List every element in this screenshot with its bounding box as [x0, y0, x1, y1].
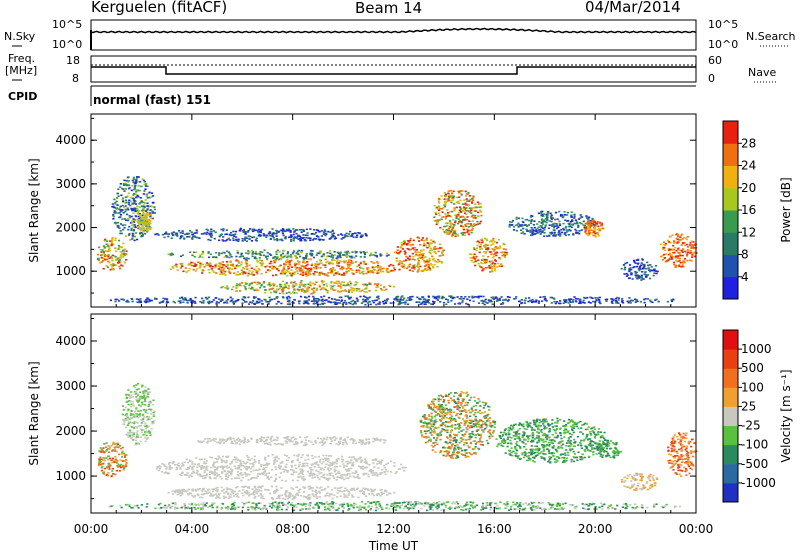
- velocity-colorbar-segment: [723, 444, 738, 465]
- velocity-colorbar-segment: [723, 387, 738, 407]
- power-ytick-label: 3000: [55, 177, 86, 191]
- xtick-label: 16:00: [477, 522, 512, 536]
- velocity-colorbar-label: -500: [741, 457, 768, 471]
- velocity-colorbar-label: -100: [741, 438, 768, 452]
- power-ytick-label: 1000: [55, 264, 86, 278]
- xlabel: Time UT: [368, 539, 419, 553]
- power-frame: [90, 113, 697, 308]
- nsearch-label: N.Search: [746, 30, 796, 43]
- nsky-label: N.Sky: [4, 30, 36, 43]
- xtick-label: 08:00: [275, 522, 310, 536]
- noise-panel-frame: [90, 19, 697, 51]
- nsky-tick-low: 10^0: [52, 38, 83, 51]
- power-colorbar-label: 12: [741, 225, 756, 239]
- nsearch-tick-high: 10^5: [708, 18, 739, 31]
- power-colorbar-segment: [723, 121, 738, 144]
- power-colorbar-segment: [723, 254, 738, 278]
- velocity-ytick-label: 1000: [55, 469, 86, 483]
- power-ytick-label: 4000: [55, 133, 86, 147]
- freq-label-line2: [MHz]: [5, 64, 38, 77]
- power-ylabel: Slant Range [km]: [27, 158, 41, 262]
- power-heatmap: [96, 176, 698, 306]
- xtick-label: 04:00: [175, 522, 210, 536]
- power-colorbar-label: 4: [741, 270, 749, 284]
- velocity-colorbar-segment: [723, 482, 738, 503]
- velocity-colorbar-frame: [722, 329, 739, 503]
- velocity-colorbar-title: Velocity [m s⁻¹]: [779, 369, 793, 462]
- power-colorbar-label: 20: [741, 181, 756, 195]
- station-title: Kerguelen (fitACF): [91, 0, 228, 16]
- freq-label-line1: Freq.: [8, 52, 36, 65]
- velocity-ytick-label: 2000: [55, 424, 86, 438]
- power-colorbar-title: Power [dB]: [779, 177, 793, 242]
- velocity-ylabel: Slant Range [km]: [27, 361, 41, 465]
- power-colorbar-label: 16: [741, 203, 756, 217]
- velocity-ytick-label: 4000: [55, 334, 86, 348]
- nave-tick-high: 60: [708, 54, 722, 67]
- cpid-value: normal (fast) 151: [93, 93, 211, 107]
- power-colorbar-segment: [723, 232, 738, 255]
- noise-sky-line: [90, 27, 697, 34]
- velocity-colorbar-label: 100: [741, 380, 764, 394]
- power-colorbar-label: 24: [741, 159, 756, 173]
- xtick-label: 00:00: [74, 522, 109, 536]
- velocity-colorbar-segment: [723, 425, 738, 446]
- freq-line: [91, 66, 696, 75]
- power-colorbar-segment: [723, 165, 738, 189]
- xtick-label: 12:00: [376, 522, 411, 536]
- velocity-colorbar-label: -1000: [741, 476, 776, 490]
- velocity-frame: [90, 313, 697, 514]
- nave-tick-low: 0: [708, 72, 715, 85]
- power-colorbar-label: 8: [741, 248, 749, 262]
- xtick-label: 00:00: [679, 522, 714, 536]
- nave-label: Nave: [748, 66, 777, 79]
- velocity-colorbar-segment: [723, 406, 738, 427]
- velocity-colorbar-label: 25: [741, 399, 756, 413]
- power-colorbar-segment: [723, 143, 738, 166]
- velocity-colorbar-segment: [723, 349, 738, 369]
- velocity-heatmap: [97, 382, 698, 512]
- velocity-ytick-label: 3000: [55, 379, 86, 393]
- velocity-colorbar-label: 1000: [741, 342, 772, 356]
- power-ytick-label: 2000: [55, 221, 86, 235]
- date-title: 04/Mar/2014: [585, 0, 681, 16]
- velocity-colorbar-label: -25: [741, 419, 761, 433]
- freq-panel-frame: [90, 55, 697, 83]
- cpid-label: CPID: [8, 90, 38, 103]
- velocity-colorbar-segment: [723, 463, 738, 484]
- nsearch-tick-low: 10^0: [708, 38, 739, 51]
- power-colorbar-label: 28: [741, 136, 756, 150]
- nsky-tick-high: 10^5: [52, 18, 83, 31]
- power-colorbar-segment: [723, 187, 738, 211]
- velocity-colorbar-label: 500: [741, 361, 764, 375]
- xtick-label: 20:00: [578, 522, 613, 536]
- freq-tick-high: 18: [66, 54, 80, 67]
- beam-title: Beam 14: [355, 0, 423, 17]
- freq-tick-low: 8: [72, 72, 79, 85]
- power-colorbar-segment: [723, 210, 738, 233]
- power-colorbar-segment: [723, 276, 738, 300]
- velocity-colorbar-segment: [723, 330, 738, 350]
- velocity-colorbar-segment: [723, 368, 738, 388]
